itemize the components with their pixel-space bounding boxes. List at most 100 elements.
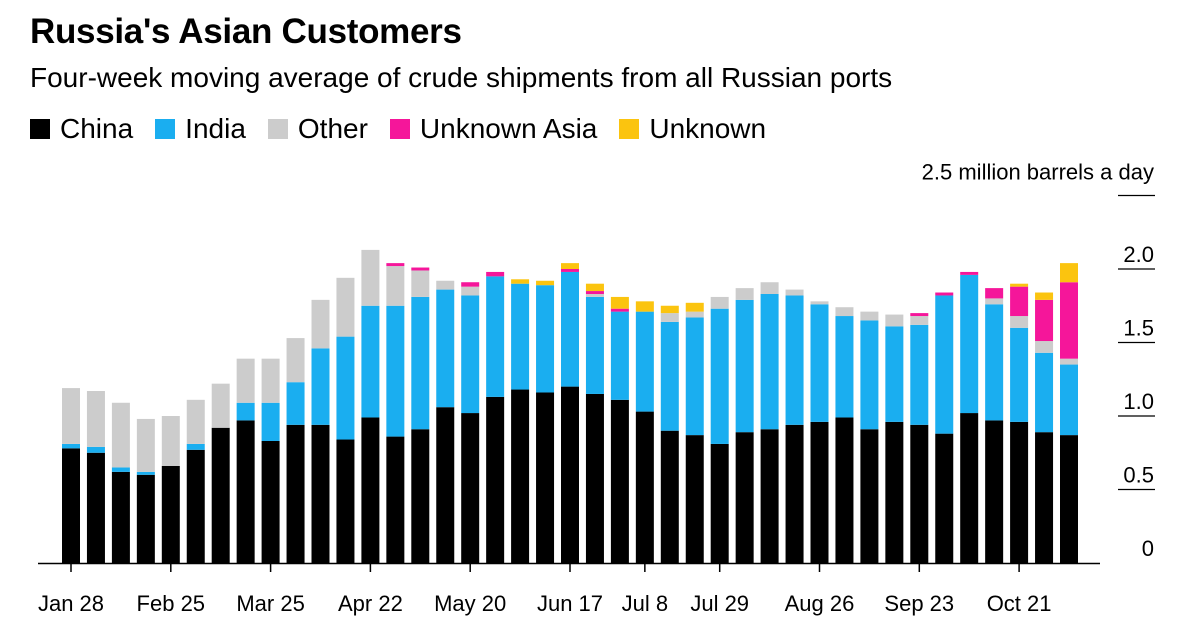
bar-segment-unknown-asia	[411, 267, 430, 271]
x-tick-label: Jun 17	[537, 591, 603, 616]
bar-segment-unknown-asia	[386, 263, 405, 267]
bar-segment-other	[286, 338, 305, 383]
bar-segment-unknown	[1010, 283, 1029, 287]
bar-segment-unknown-asia	[1010, 286, 1029, 317]
bar-segment-other	[361, 249, 380, 306]
bar-segment-china	[561, 386, 579, 563]
bar-segment-china	[985, 420, 1004, 563]
bar-segment-china	[111, 471, 130, 563]
bar-segment-other	[111, 402, 130, 468]
bar-segment-china	[236, 420, 255, 563]
bar-segment-other	[685, 311, 704, 318]
bar-segment-china	[336, 439, 355, 563]
bar-segment-china	[860, 429, 879, 563]
y-tick-label: 2.0	[1123, 242, 1154, 267]
bar-segment-other	[810, 301, 829, 305]
chart-title: Russia's Asian Customers	[30, 12, 462, 51]
bar-segment-unknown	[536, 280, 555, 286]
bar-segment-china	[511, 389, 530, 563]
bar-segment-india	[236, 402, 255, 421]
bar-segment-china	[885, 421, 904, 563]
bar-segment-other	[1060, 358, 1078, 365]
y-tick-label: 1.5	[1123, 316, 1154, 341]
bar-segment-india	[336, 336, 355, 440]
bar-segment-india	[311, 348, 330, 425]
bar-segment-india	[361, 305, 380, 418]
bar-segment-india	[561, 271, 579, 387]
bar-segment-china	[361, 417, 380, 563]
bar-segment-india	[62, 443, 80, 449]
bar-segment-unknown	[1060, 263, 1078, 283]
bar-segment-india	[1035, 352, 1054, 433]
bar-segment-other	[1035, 341, 1054, 353]
bar-segment-india	[286, 382, 305, 425]
bar-segment-other	[885, 314, 904, 327]
x-tick-label: Sep 23	[884, 591, 954, 616]
bar-segment-india	[760, 293, 779, 430]
legend-swatch-other	[267, 119, 288, 139]
y-tick-label: 0	[1142, 536, 1154, 561]
bar-segment-china	[461, 413, 480, 563]
bar-segment-other	[311, 299, 330, 349]
x-tick-label: Feb 25	[137, 591, 206, 616]
bar-segment-china	[1010, 421, 1029, 563]
bar-segment-china	[136, 474, 155, 563]
bar-segment-india	[461, 295, 480, 414]
bar-segment-china	[835, 417, 854, 563]
bar-segment-unknown	[585, 283, 604, 292]
bar-segment-india	[935, 295, 954, 434]
x-tick-label: Jul 29	[690, 591, 749, 616]
bar-segment-india	[635, 311, 654, 412]
bar-segment-unknown	[660, 305, 679, 314]
bar-segment-unknown-asia	[1035, 299, 1054, 342]
bar-segment-other	[660, 313, 679, 322]
bar-segment-unknown-asia	[985, 288, 1004, 299]
bar-segment-unknown	[1035, 292, 1054, 300]
bar-segment-india	[610, 311, 629, 400]
bar-segment-other	[186, 399, 205, 444]
bar-segment-other	[985, 298, 1004, 305]
legend-swatch-unknown-asia	[389, 119, 410, 139]
bar-segment-india	[511, 283, 530, 390]
bar-segment-unknown	[561, 263, 579, 269]
bar-segment-china	[910, 424, 929, 563]
bar-segment-unknown-asia	[461, 282, 480, 287]
bar-segment-unknown	[635, 301, 654, 312]
chart-legend: China India Other Unknown Asia Unknown	[30, 113, 788, 145]
bar-segment-china	[935, 433, 954, 563]
bar-segment-other	[710, 296, 729, 309]
bar-segment-india	[910, 324, 929, 425]
legend-item-india: India	[155, 113, 246, 145]
bar-segment-unknown-asia	[935, 292, 954, 296]
bar-segment-india	[985, 304, 1004, 421]
y-tick-label: 1.0	[1123, 389, 1154, 414]
bar-segment-china	[1035, 432, 1054, 563]
bar-segment-india	[411, 296, 430, 430]
bar-segment-china	[62, 448, 80, 563]
legend-item-other: Other	[267, 113, 368, 145]
legend-item-unknown: Unknown	[619, 113, 766, 145]
bar-segment-india	[710, 308, 729, 444]
legend-item-china: China	[30, 113, 133, 145]
bar-segment-india	[860, 320, 879, 430]
bar-segment-other	[1010, 316, 1029, 328]
bar-segment-other	[835, 307, 854, 317]
bar-segment-other	[785, 289, 804, 296]
bar-segment-unknown-asia	[486, 271, 505, 277]
legend-item-unknown-asia: Unknown Asia	[389, 113, 597, 145]
bar-segment-other	[585, 293, 604, 297]
bar-segment-other	[735, 288, 754, 300]
bar-segment-india	[436, 289, 455, 408]
bar-segment-china	[710, 443, 729, 563]
bar-segment-china	[785, 424, 804, 563]
bar-segment-other	[211, 383, 230, 428]
bar-segment-china	[286, 424, 305, 563]
bar-segment-other	[236, 358, 255, 403]
bar-segment-india	[735, 299, 754, 433]
bar-segment-india	[136, 471, 155, 475]
bar-segment-unknown-asia	[910, 313, 929, 317]
legend-swatch-india	[155, 119, 176, 139]
bar-segment-other	[161, 416, 180, 466]
bar-segment-china	[635, 411, 654, 563]
bar-segment-china	[760, 429, 779, 563]
